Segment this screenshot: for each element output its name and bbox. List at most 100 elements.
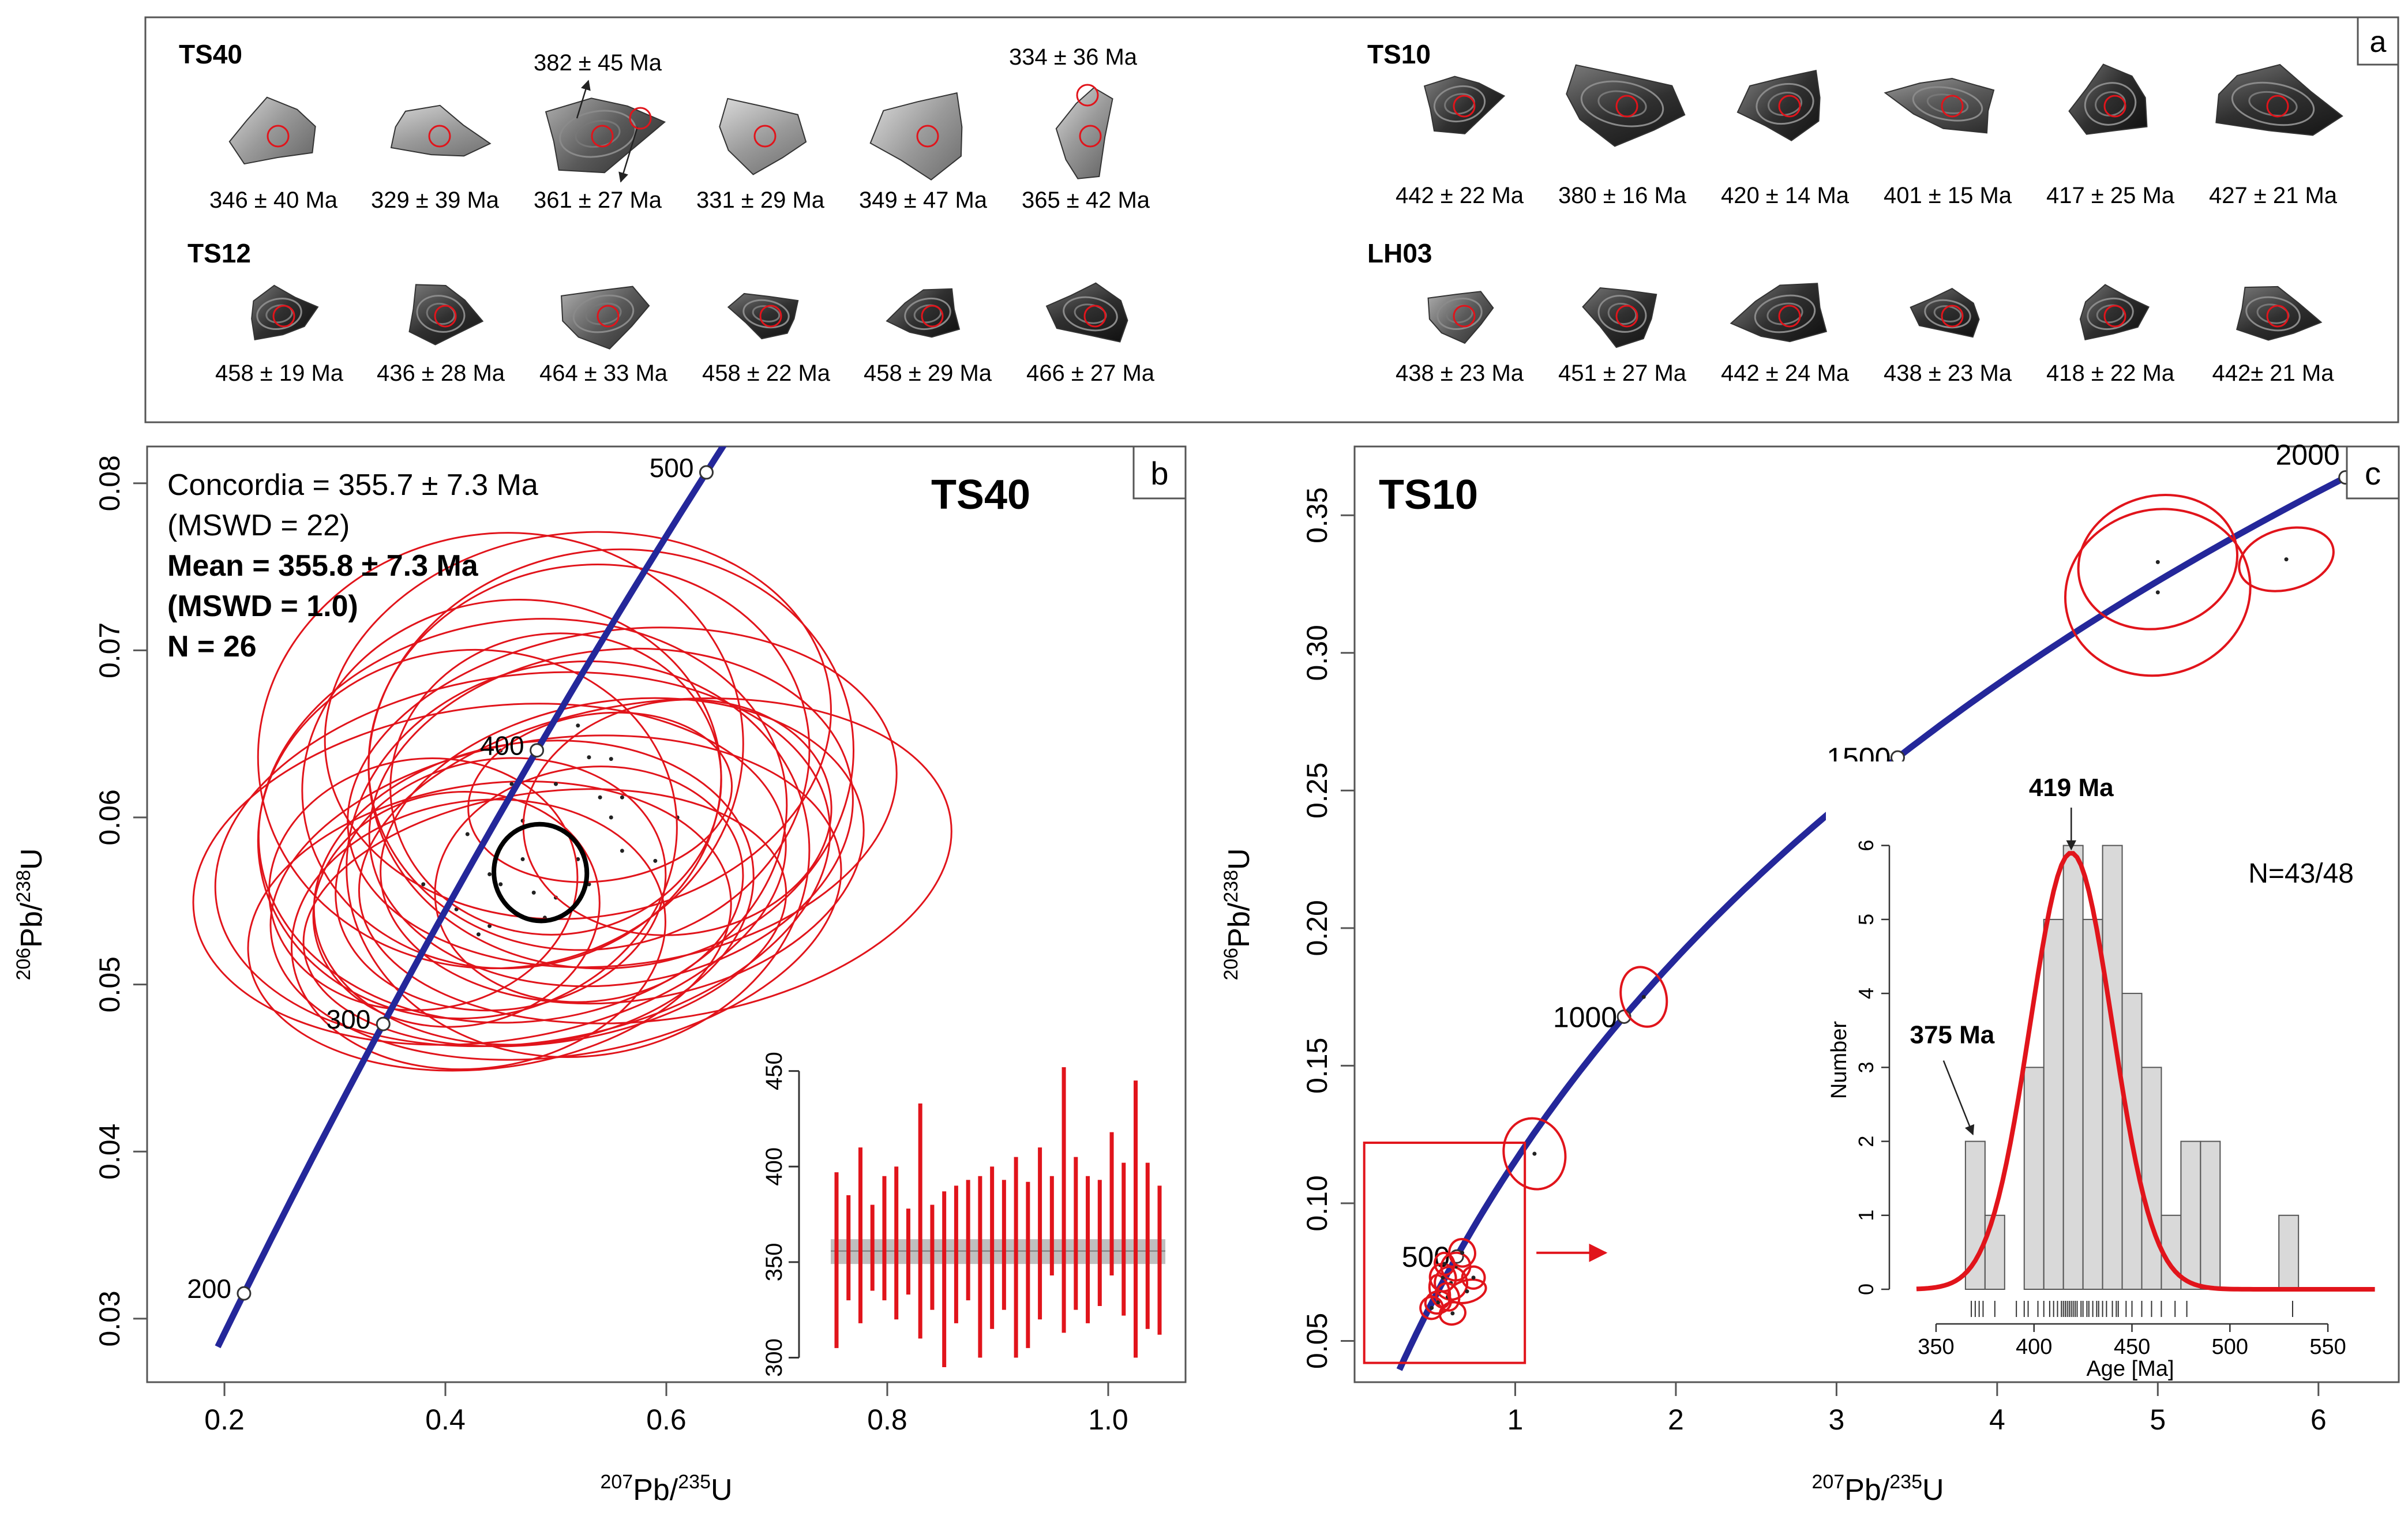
spot-circle — [629, 107, 652, 130]
y-tick-label: 0.07 — [93, 622, 126, 678]
error-ellipse — [214, 671, 831, 1048]
y-tick-label: 0.06 — [93, 789, 126, 845]
x-tick-label: 2 — [1668, 1404, 1684, 1436]
spot-circle — [1615, 95, 1638, 118]
ellipse-center-point — [421, 882, 426, 887]
peak-arrow — [1942, 1060, 1975, 1136]
grain-zoning — [1433, 85, 1486, 123]
inset-y-tick-label: 4 — [1854, 988, 1878, 999]
grain-age-label: 331 ± 29 Ma — [696, 187, 825, 213]
error-ellipse — [1438, 1301, 1466, 1326]
grain-age-label: 361 ± 27 Ma — [534, 187, 662, 213]
grain-age-label: 458 ± 22 Ma — [702, 361, 831, 386]
histogram-bar — [2023, 1067, 2045, 1290]
panel-b-letter-box — [1132, 445, 1187, 500]
grain-age-label: 451 ± 27 Ma — [1558, 361, 1687, 386]
ellipse-center-point — [476, 932, 481, 937]
peak-annotation: 419 Ma — [2029, 774, 2114, 802]
y-tick-label: 0.20 — [1301, 900, 1333, 956]
spot-circle — [1615, 305, 1638, 328]
zircon-grain — [1566, 64, 1686, 147]
ellipse-center-point — [1450, 1311, 1455, 1316]
inset-y-tick-label: 450 — [762, 1052, 787, 1090]
y-tick-label: 0.30 — [1301, 625, 1333, 681]
error-ellipse — [1428, 1262, 1457, 1293]
grain-age-label: 442 ± 24 Ma — [1721, 361, 1850, 386]
error-ellipse — [302, 788, 787, 1048]
concordia-age-label: 300 — [327, 1004, 371, 1034]
ellipse-center-point — [1471, 1275, 1476, 1280]
grain-zoning — [1436, 298, 1483, 330]
grain-gallery: TS40 346 ± 40 Ma 329 ± 39 Ma 361 ± 27 Ma 331… — [179, 39, 2343, 386]
error-ellipse — [358, 697, 952, 1025]
concordia-age-marker — [376, 1016, 391, 1031]
grain-age-label: 436 ± 28 Ma — [377, 361, 505, 386]
error-ellipse — [389, 632, 722, 936]
panel-b-annotation: Concordia = 355.7 ± 7.3 Ma (MSWD = 22) M… — [167, 468, 538, 663]
y-tick-label: 0.05 — [1301, 1313, 1333, 1369]
zircon-grain — [228, 96, 316, 165]
grain-zoning — [904, 297, 951, 331]
ellipse-center-point — [609, 815, 613, 820]
ellipse-center-point — [653, 858, 658, 863]
ellipse-center-point — [576, 723, 580, 728]
panel-c: 1 2 3 4 5 60.050.100.150.200.250.300.35 50010… — [1220, 439, 2400, 1507]
grain-zoning — [1580, 80, 1664, 127]
age-arrow — [576, 80, 591, 119]
inset-y-tick-label: 400 — [762, 1147, 787, 1186]
ellipse-center-point — [598, 795, 602, 800]
error-ellipse — [335, 757, 667, 1012]
ellipse-center-point — [487, 924, 492, 928]
error-ellipse — [2238, 526, 2335, 592]
y-tick-label: 0.03 — [93, 1290, 126, 1346]
y-tick-label: 0.25 — [1301, 763, 1333, 819]
panel-b-inset: 300 350 400 450 — [762, 1052, 1183, 1377]
age-arrow — [618, 126, 639, 183]
grain-age-label: 464 ± 33 Ma — [539, 361, 668, 386]
error-ellipse — [380, 697, 865, 1005]
annotation-line-5: N = 26 — [167, 630, 257, 663]
grain-zoning — [1063, 296, 1118, 332]
spot-circle — [2266, 95, 2289, 118]
spot-circle — [1941, 95, 1964, 118]
spot-circle — [1778, 95, 1801, 118]
x-tick-label: 0.4 — [425, 1404, 466, 1436]
error-ellipse — [247, 780, 732, 1072]
grain-zoning — [2245, 296, 2301, 332]
grain-age-label: 458 ± 19 Ma — [215, 361, 344, 386]
grain-age-label: 380 ± 16 Ma — [1558, 183, 1687, 208]
error-ellipse — [347, 626, 898, 969]
peak-annotation: 375 Ma — [1910, 1021, 1994, 1049]
error-ellipse — [1419, 1296, 1445, 1320]
y-tick-label: 0.35 — [1301, 487, 1333, 543]
error-ellipse — [1619, 966, 1668, 1028]
spot-circle — [2266, 305, 2289, 328]
grain-zoning — [1754, 294, 1816, 333]
grain-age-label: 438 ± 23 Ma — [1884, 361, 2012, 386]
error-ellipse — [2064, 508, 2252, 677]
error-ellipse — [2077, 494, 2239, 631]
zircon-grain — [719, 97, 807, 175]
concordia-age-label: 2000 — [2275, 439, 2339, 471]
ellipse-center-point — [2155, 590, 2160, 595]
histogram-bar — [2062, 845, 2084, 1290]
grain-zoning — [1766, 302, 1803, 325]
grain-age-label: 349 ± 47 Ma — [859, 187, 988, 213]
histogram-bar — [2043, 918, 2064, 1290]
annotation-line-4: (MSWD = 1.0) — [167, 590, 358, 623]
mean-concordia-ellipse — [492, 821, 590, 924]
zircon-grain — [2236, 286, 2323, 341]
panel-b-xlabel: 207Pb/235U — [600, 1471, 732, 1507]
ellipse-center-point — [1460, 1251, 1465, 1255]
ellipse-center-point — [2155, 560, 2160, 564]
spot-circle — [1079, 125, 1102, 148]
panel-b-title: TS40 — [931, 472, 1030, 518]
ellipse-center-point — [487, 872, 492, 876]
grain-age-label: 329 ± 39 Ma — [371, 187, 500, 213]
histogram-bar — [2141, 1067, 2162, 1290]
spot-circle — [2103, 95, 2126, 118]
panel-c-axes: 1 2 3 4 5 6 0.05 0.10 0.15 0.20 0.25 0.30 0.35 — [1301, 487, 2327, 1436]
inset-x-tick-label: 350 — [1918, 1335, 1954, 1359]
